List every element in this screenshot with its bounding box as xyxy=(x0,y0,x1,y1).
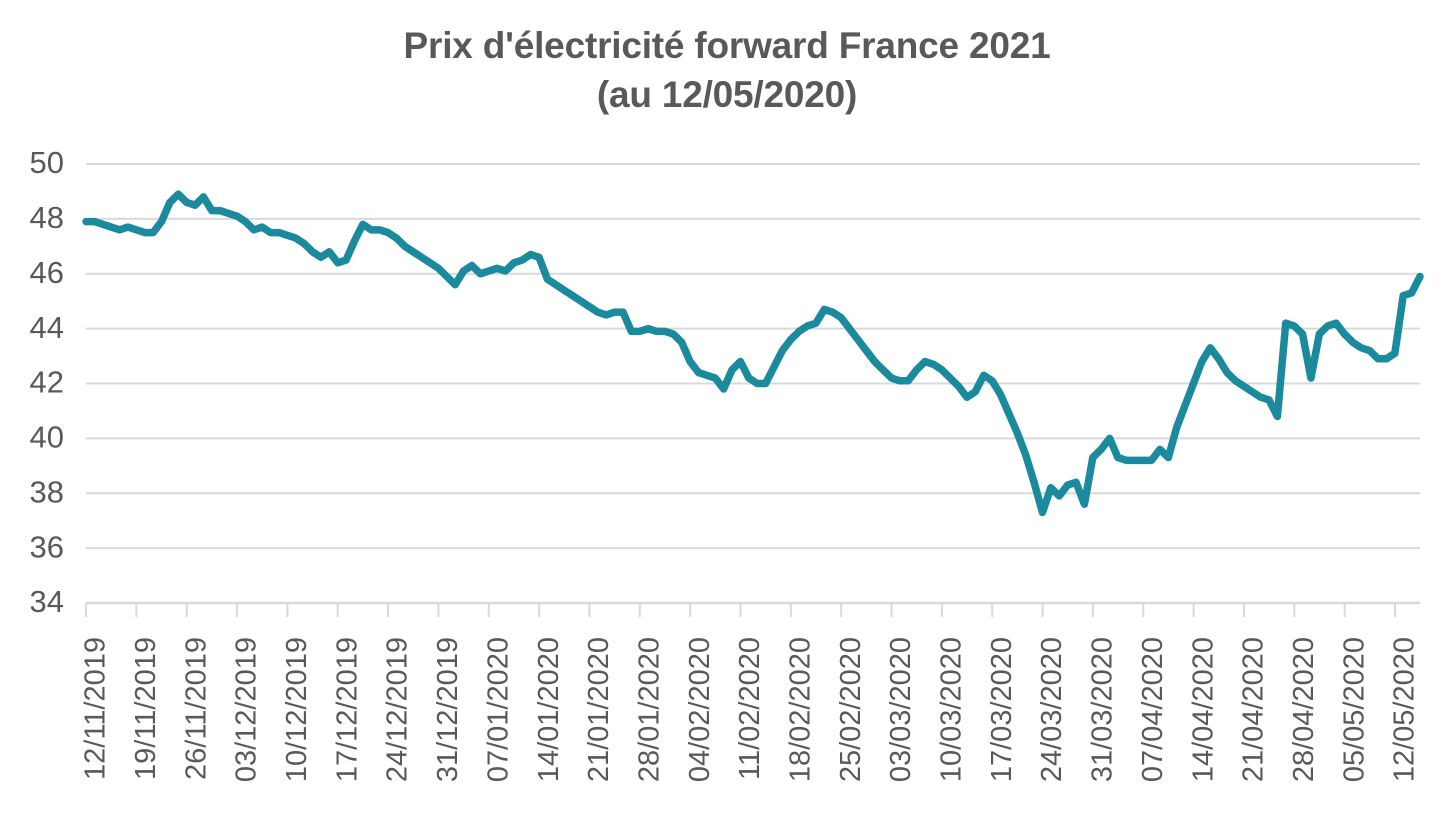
series-line xyxy=(82,190,1424,517)
y-axis-tick-label: 34 xyxy=(30,584,64,619)
x-axis-tick-label: 14/01/2020 xyxy=(533,637,565,782)
x-axis-tick-label: 21/01/2020 xyxy=(583,637,615,782)
x-axis-tick-label: 12/05/2020 xyxy=(1389,637,1421,782)
x-axis-tick-labels: 12/11/2019 19/11/2019 26/11/2019 03/12/2019… xyxy=(80,637,1421,782)
x-axis-tick-label: 11/02/2020 xyxy=(734,637,766,780)
x-axis-tick-label: 31/12/2019 xyxy=(432,637,464,782)
x-axis-tick-label: 07/04/2020 xyxy=(1137,637,1169,782)
y-axis-tick-label: 44 xyxy=(30,310,64,345)
x-axis-tick-marks xyxy=(85,603,1396,617)
x-axis-tick-label: 17/03/2020 xyxy=(986,637,1018,782)
x-axis-tick-label: 03/12/2019 xyxy=(231,637,263,782)
x-axis-tick-label: 17/12/2019 xyxy=(331,637,363,782)
x-axis-tick-label: 10/12/2019 xyxy=(281,637,313,782)
x-axis-tick-label: 24/03/2020 xyxy=(1036,637,1068,782)
x-axis-tick-label: 04/02/2020 xyxy=(684,637,716,782)
x-axis-tick-label: 25/02/2020 xyxy=(835,637,867,782)
x-axis-tick-label: 19/11/2019 xyxy=(130,637,162,780)
series-layer xyxy=(82,190,1424,517)
x-axis-tick-label: 12/11/2019 xyxy=(80,637,112,780)
x-axis-tick-label: 24/12/2019 xyxy=(382,637,414,782)
y-axis-tick-labels: 50 48 46 44 42 40 38 36 34 xyxy=(30,145,64,619)
y-axis-tick-label: 50 xyxy=(30,145,64,180)
x-axis-tick-label: 31/03/2020 xyxy=(1087,637,1119,782)
y-axis-tick-label: 40 xyxy=(30,420,64,455)
x-axis-tick-label: 28/04/2020 xyxy=(1288,637,1320,782)
y-axis-tick-label: 46 xyxy=(30,255,64,290)
chart-title: Prix d'électricité forward France 2021 (… xyxy=(403,25,1051,115)
y-axis-tick-label: 42 xyxy=(30,365,64,400)
y-axis-tick-label: 36 xyxy=(30,529,64,564)
x-axis-tick-label: 21/04/2020 xyxy=(1238,637,1270,782)
x-axis-tick-label: 07/01/2020 xyxy=(482,637,514,782)
y-axis-tick-label: 48 xyxy=(30,200,64,235)
x-axis-tick-label: 28/01/2020 xyxy=(633,637,665,782)
x-axis-tick-label: 03/03/2020 xyxy=(885,637,917,782)
y-axis-tick-label: 38 xyxy=(30,474,64,509)
x-axis-tick-label: 26/11/2019 xyxy=(180,637,212,780)
x-axis-tick-label: 05/05/2020 xyxy=(1338,637,1370,782)
x-axis-tick-label: 14/04/2020 xyxy=(1187,637,1219,782)
x-axis-tick-label: 18/02/2020 xyxy=(785,637,817,782)
x-axis-tick-label: 10/03/2020 xyxy=(936,637,968,782)
